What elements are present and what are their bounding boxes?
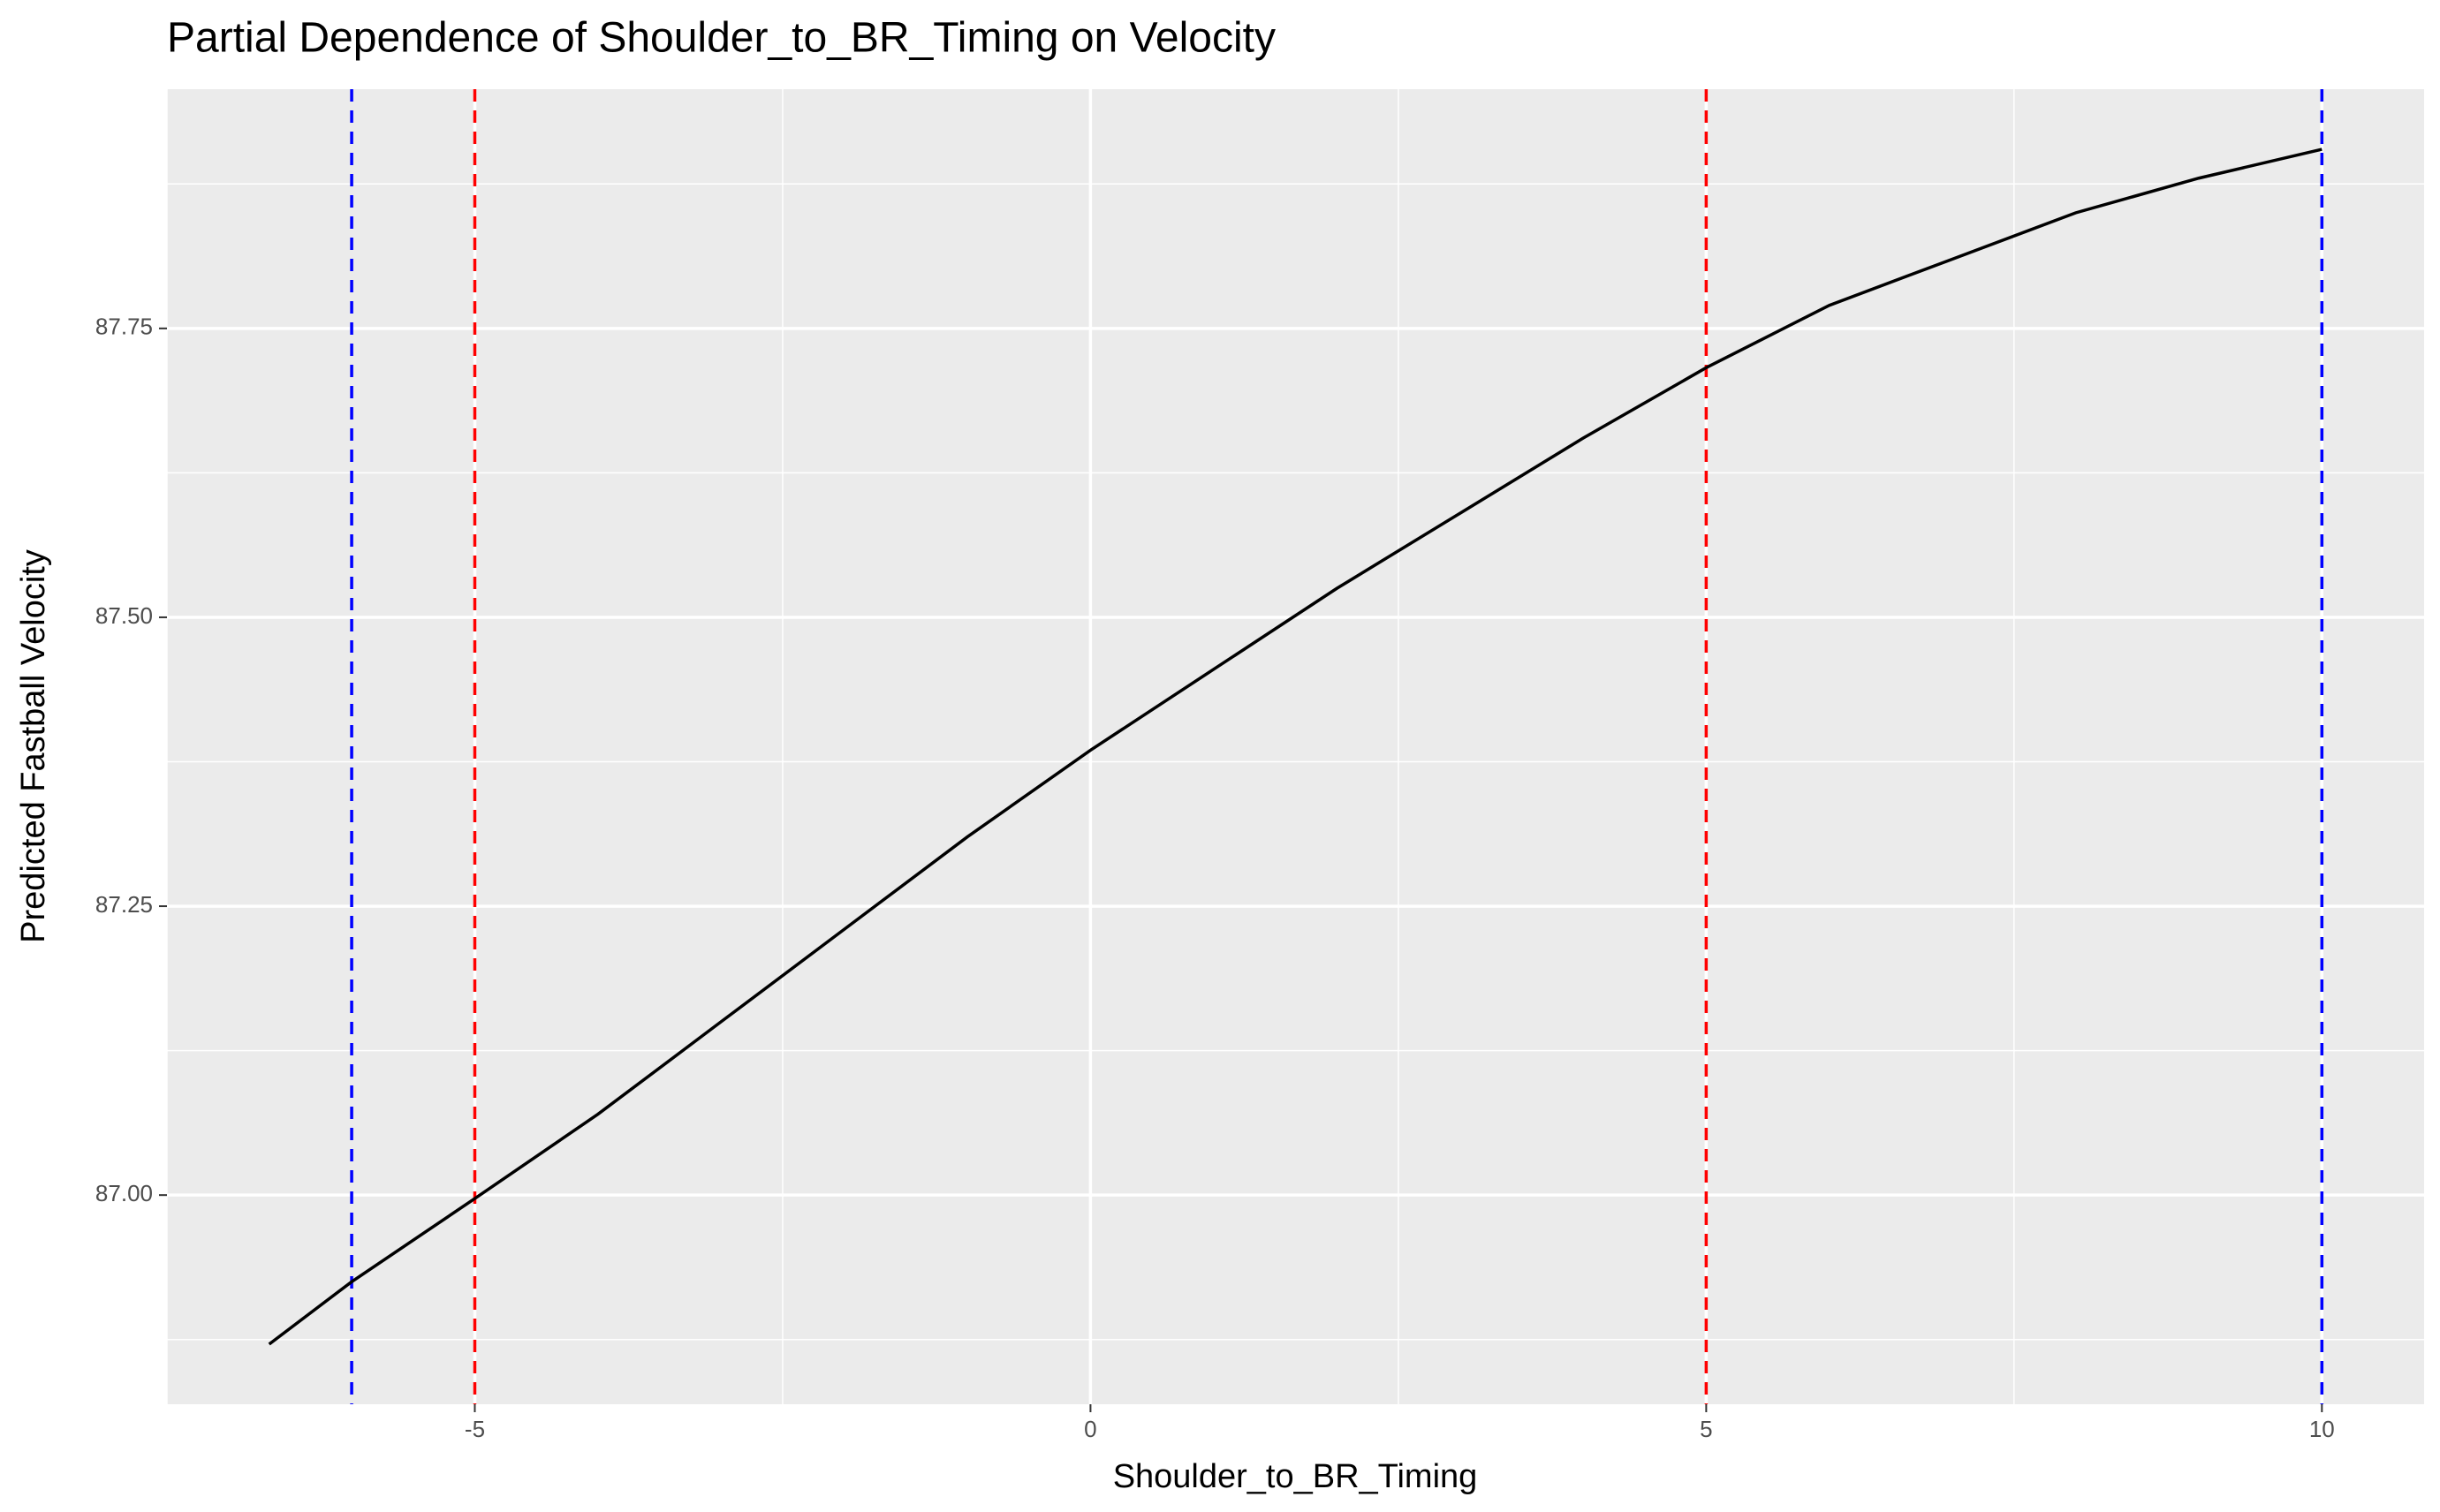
x-tick-label: -5 <box>465 1416 485 1442</box>
y-tick-label: 87.50 <box>95 602 153 629</box>
panel <box>167 89 2424 1404</box>
x-tick-label: 10 <box>2309 1416 2335 1442</box>
data-line <box>268 147 2323 1346</box>
y-tick-label: 87.00 <box>95 1180 153 1206</box>
x-tick-label: 5 <box>1700 1416 1712 1442</box>
chart-title: Partial Dependence of Shoulder_to_BR_Tim… <box>167 15 1276 62</box>
y-axis-title: Predicted Fastball Velocity <box>15 549 52 943</box>
y-tick-label: 87.25 <box>95 891 153 918</box>
y-tick-label: 87.75 <box>95 314 153 340</box>
x-axis-title: Shoulder_to_BR_Timing <box>1113 1458 1478 1495</box>
x-tick-label: 0 <box>1084 1416 1096 1442</box>
